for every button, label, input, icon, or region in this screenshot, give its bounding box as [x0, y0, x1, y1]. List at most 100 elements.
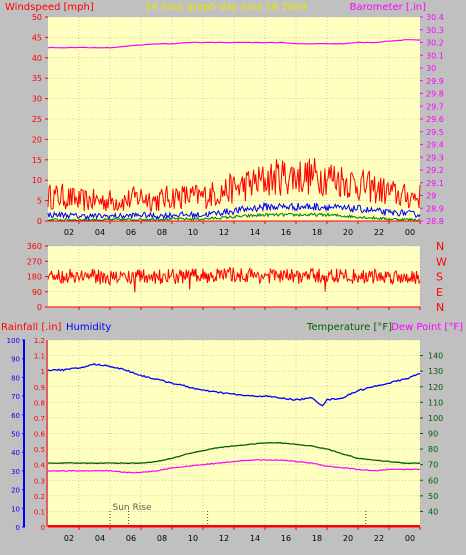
dewpoint-axis-title: Dew Point [°F] [391, 322, 463, 333]
wind-tick-label: 10 [32, 176, 42, 185]
windspeed-axis-title: Windspeed [mph] [5, 2, 94, 13]
barometer-tick-label: 30.1 [426, 51, 444, 60]
compass-letter: W [436, 255, 447, 268]
humidity-tick-label: 50 [11, 431, 20, 439]
temperature-tick-label: 90 [428, 430, 438, 439]
time-tick-label: 12 [219, 228, 229, 237]
humidity-tick-label: 100 [7, 337, 20, 345]
time-tick-label: 12 [219, 534, 229, 543]
axis-layer: 0510152025303540455028.828.92929.129.229… [7, 13, 447, 543]
rainfall-tick-label: 0.3 [34, 477, 45, 485]
rainfall-tick-label: 0.8 [34, 399, 45, 407]
wind-tick-label: 40 [32, 54, 42, 63]
temperature-tick-label: 100 [428, 414, 443, 423]
temperature-tick-label: 130 [428, 367, 443, 376]
rainfall-tick-label: 1.2 [34, 337, 45, 345]
barometer-tick-label: 30.4 [426, 13, 444, 22]
wind-low-line [47, 212, 420, 222]
time-tick-label: 08 [157, 534, 167, 543]
humidity-tick-label: 60 [11, 412, 20, 420]
humidity-tick-label: 40 [11, 449, 20, 457]
rainfall-tick-label: 1 [41, 368, 45, 376]
wind-tick-label: 0 [37, 217, 42, 226]
rainfall-tick-label: 0.6 [34, 431, 46, 439]
humidity-tick-label: 10 [11, 505, 20, 513]
barometer-tick-label: 29.3 [426, 153, 444, 162]
dewpoint-line [47, 459, 421, 474]
rainfall-tick-label: 1.1 [34, 353, 45, 361]
time-tick-label: 20 [343, 534, 353, 543]
rainfall-tick-label: 0.5 [34, 446, 45, 454]
time-tick-label: 02 [64, 228, 74, 237]
barometer-line [47, 39, 420, 49]
wind-direction-line [47, 266, 421, 293]
wind-tick-label: 35 [32, 74, 42, 83]
humidity-tick-label: 30 [11, 468, 20, 476]
humidity-tick-label: 20 [11, 487, 20, 495]
time-tick-label: 14 [250, 228, 260, 237]
rainfall-tick-label: 0.7 [34, 415, 45, 423]
humidity-axis-title: Humidity [66, 322, 111, 333]
direction-tick-label: 0 [37, 303, 42, 312]
barometer-tick-label: 29.9 [426, 77, 444, 86]
temperature-tick-label: 110 [428, 398, 443, 407]
temperature-tick-label: 120 [428, 383, 443, 392]
barometer-tick-label: 29 [426, 192, 436, 201]
direction-tick-label: 360 [27, 242, 42, 251]
time-tick-label: 02 [64, 534, 74, 543]
temperature-tick-label: 140 [428, 352, 443, 361]
barometer-axis-title: Barometer [.in] [350, 2, 426, 13]
barometer-tick-label: 29.7 [426, 102, 444, 111]
barometer-tick-label: 29.2 [426, 166, 444, 175]
rainfall-tick-label: 0.1 [34, 508, 45, 516]
temperature-tick-label: 60 [428, 476, 438, 485]
barometer-tick-label: 28.9 [426, 204, 444, 213]
temperature-line [47, 441, 421, 465]
compass-letter: N [436, 301, 444, 314]
rainfall-tick-label: 0 [41, 524, 45, 532]
temperature-tick-label: 80 [428, 445, 438, 454]
barometer-tick-label: 28.8 [426, 217, 444, 226]
time-tick-label: 16 [281, 228, 291, 237]
wind-gust-line [47, 158, 421, 213]
time-tick-label: 10 [188, 228, 198, 237]
humidity-tick-label: 70 [11, 393, 20, 401]
series-layer [47, 39, 421, 527]
barometer-tick-label: 30 [426, 64, 436, 73]
time-tick-label: 20 [343, 228, 353, 237]
barometer-tick-label: 30.3 [426, 26, 444, 35]
rainfall-tick-label: 0.4 [34, 462, 46, 470]
time-tick-label: 16 [281, 534, 291, 543]
wind-tick-label: 45 [32, 33, 42, 42]
rainfall-axis-title: Rainfall [.in] [1, 322, 62, 333]
time-tick-label: 22 [374, 534, 384, 543]
compass-letter: N [436, 240, 444, 253]
wind-tick-label: 50 [32, 13, 42, 22]
time-tick-label: 04 [95, 534, 105, 543]
time-tick-label: 14 [250, 534, 260, 543]
compass-letter: S [436, 271, 443, 284]
direction-tick-label: 270 [27, 257, 42, 266]
compass-letter: E [436, 286, 443, 299]
time-tick-label: 06 [126, 534, 136, 543]
time-tick-label: 18 [312, 228, 322, 237]
barometer-tick-label: 29.1 [426, 179, 444, 188]
time-tick-label: 18 [312, 534, 322, 543]
barometer-tick-label: 29.4 [426, 141, 444, 150]
temperature-axis-title: Temperature [°F] [306, 322, 392, 333]
direction-tick-label: 180 [27, 273, 42, 282]
barometer-tick-label: 29.6 [426, 115, 444, 124]
time-tick-label: 10 [188, 534, 198, 543]
rainfall-tick-label: 0.2 [34, 493, 45, 501]
wind-speed-line [47, 201, 421, 221]
temperature-tick-label: 70 [428, 461, 438, 470]
temperature-tick-label: 40 [428, 507, 438, 516]
wind-tick-label: 30 [32, 95, 42, 104]
sunrise-label: Sun Rise [113, 503, 152, 513]
barometer-tick-label: 30.2 [426, 39, 444, 48]
wind-tick-label: 5 [37, 197, 42, 206]
time-tick-label: 06 [126, 228, 136, 237]
rainfall-tick-label: 0.9 [34, 384, 45, 392]
